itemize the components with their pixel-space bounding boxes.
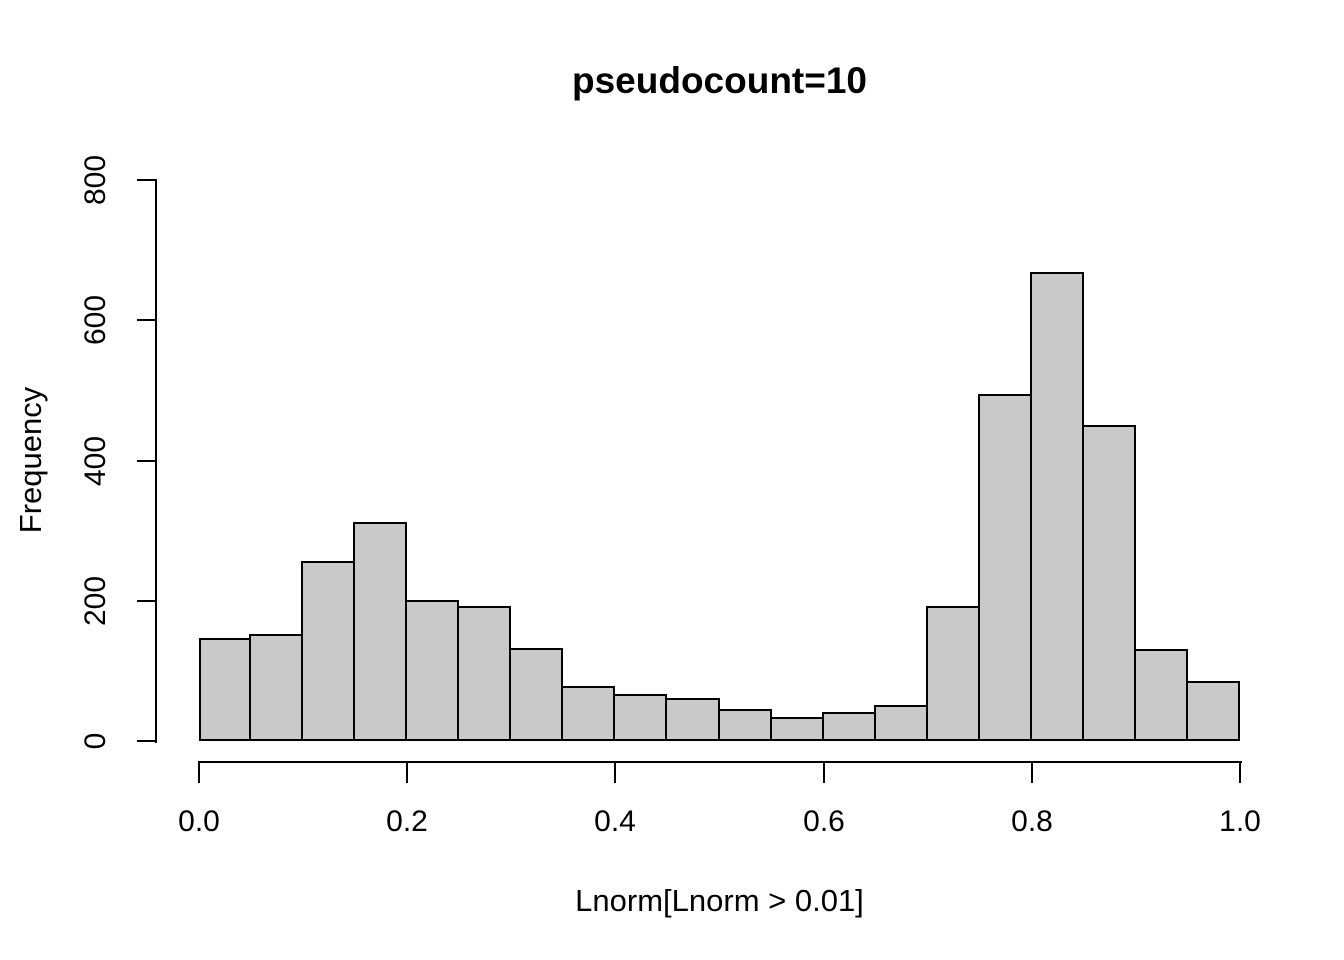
x-tick [823,761,825,783]
y-tick [137,460,157,462]
y-tick [137,179,157,181]
x-tick-label: 0.6 [803,805,845,838]
x-axis-line [198,761,1242,763]
histogram-bar [822,712,876,741]
histogram-bar [301,561,355,741]
x-tick-label: 0.0 [178,805,220,838]
x-tick-label: 1.0 [1219,805,1261,838]
histogram-bar [561,686,615,741]
histogram-bar [770,717,824,741]
x-tick [406,761,408,783]
histogram-bar [926,606,980,741]
histogram-bar [199,638,251,741]
histogram-bar [978,394,1032,741]
x-tick-label: 0.2 [386,805,428,838]
x-axis-title: Lnorm[Lnorm > 0.01] [575,883,864,918]
y-tick [137,740,157,742]
histogram-bar [509,648,563,741]
x-tick-label: 0.8 [1011,805,1053,838]
histogram-bar [874,705,928,741]
histogram-bar [1082,425,1136,741]
y-tick [137,319,157,321]
chart-title: pseudocount=10 [571,60,868,101]
histogram-bar [718,709,772,741]
histogram-bar [1186,681,1240,741]
histogram-bar [613,694,667,741]
x-tick [1239,761,1241,783]
x-tick [198,761,200,783]
x-tick [1031,761,1033,783]
histogram-bar [1134,649,1188,741]
y-tick-label: 400 [79,435,112,487]
x-tick-label: 0.4 [594,805,636,838]
histogram-bar [1030,272,1084,741]
histogram-bar [353,522,407,741]
y-tick-label: 800 [79,154,112,206]
y-tick-label: 600 [79,294,112,346]
histogram-bar [405,600,459,741]
x-tick [614,761,616,783]
histogram-bar [665,698,720,741]
y-tick-label: 0 [79,732,112,750]
y-tick-label: 200 [79,575,112,627]
y-axis-title: Frequency [13,386,48,534]
histogram-bar [457,606,511,741]
histogram-bar [249,634,303,741]
y-tick [137,600,157,602]
